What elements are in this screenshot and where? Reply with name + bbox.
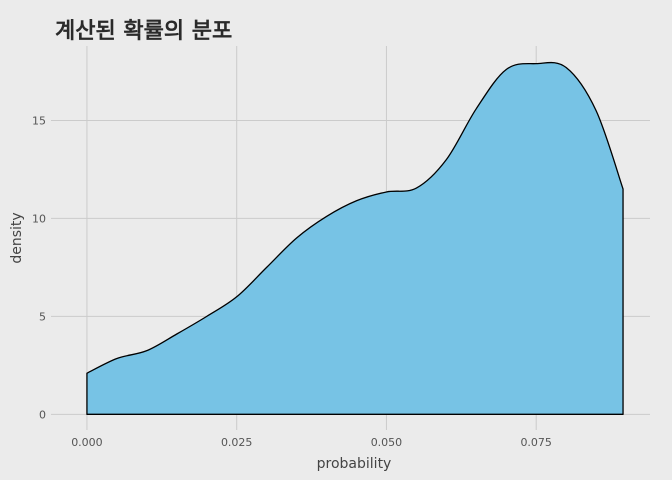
y-axis-title: density: [9, 212, 25, 263]
x-tick-label: 0.050: [371, 436, 403, 449]
y-tick-label: 0: [39, 408, 46, 421]
density-area: [86, 61, 624, 415]
y-tick-label: 10: [32, 212, 46, 225]
x-tick-label: 0.000: [71, 436, 103, 449]
x-tick-label: 0.075: [520, 436, 552, 449]
x-tick-label: 0.025: [221, 436, 253, 449]
x-axis-title: probability: [317, 456, 392, 472]
y-tick-label: 15: [32, 114, 46, 127]
area-layer: [86, 61, 624, 415]
tick-layer: 0.000 0.025 0.050 0.075 0 5 10 15: [32, 114, 552, 449]
y-tick-label: 5: [39, 310, 46, 323]
chart-title: 계산된 확률의 분포: [55, 19, 232, 44]
